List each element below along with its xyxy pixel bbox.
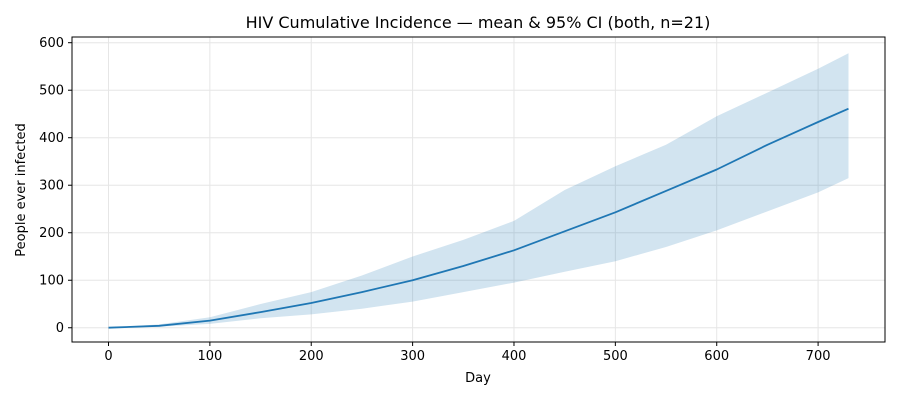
x-tick-label: 200 [299, 349, 324, 364]
y-tick-label: 300 [39, 179, 64, 194]
x-tick-label: 100 [197, 349, 222, 364]
grid-layer [72, 37, 885, 342]
x-tick-label: 600 [704, 349, 729, 364]
tick-layer: 0 100 200 300 400 500 600 700 0 100 200 300 400 500 60… [39, 36, 830, 364]
mean-line [108, 107, 849, 329]
y-tick-label: 600 [39, 36, 64, 51]
x-tick-label: 700 [806, 349, 831, 364]
ci-band [108, 53, 849, 328]
y-tick-label: 200 [39, 226, 64, 241]
y-tick-label: 400 [39, 131, 64, 146]
plot-frame [71, 36, 886, 343]
data-layer [108, 53, 849, 329]
x-tick-label: 0 [104, 349, 112, 364]
x-tick-label: 400 [502, 349, 527, 364]
x-axis-label: Day [465, 371, 491, 386]
y-tick-label: 100 [39, 274, 64, 289]
x-tick-label: 500 [603, 349, 628, 364]
y-tick-label: 500 [39, 84, 64, 99]
y-axis-label: People ever infected [14, 123, 29, 256]
x-tick-label: 300 [400, 349, 425, 364]
chart-title: HIV Cumulative Incidence — mean & 95% CI… [246, 13, 711, 32]
y-tick-label: 0 [56, 321, 64, 336]
